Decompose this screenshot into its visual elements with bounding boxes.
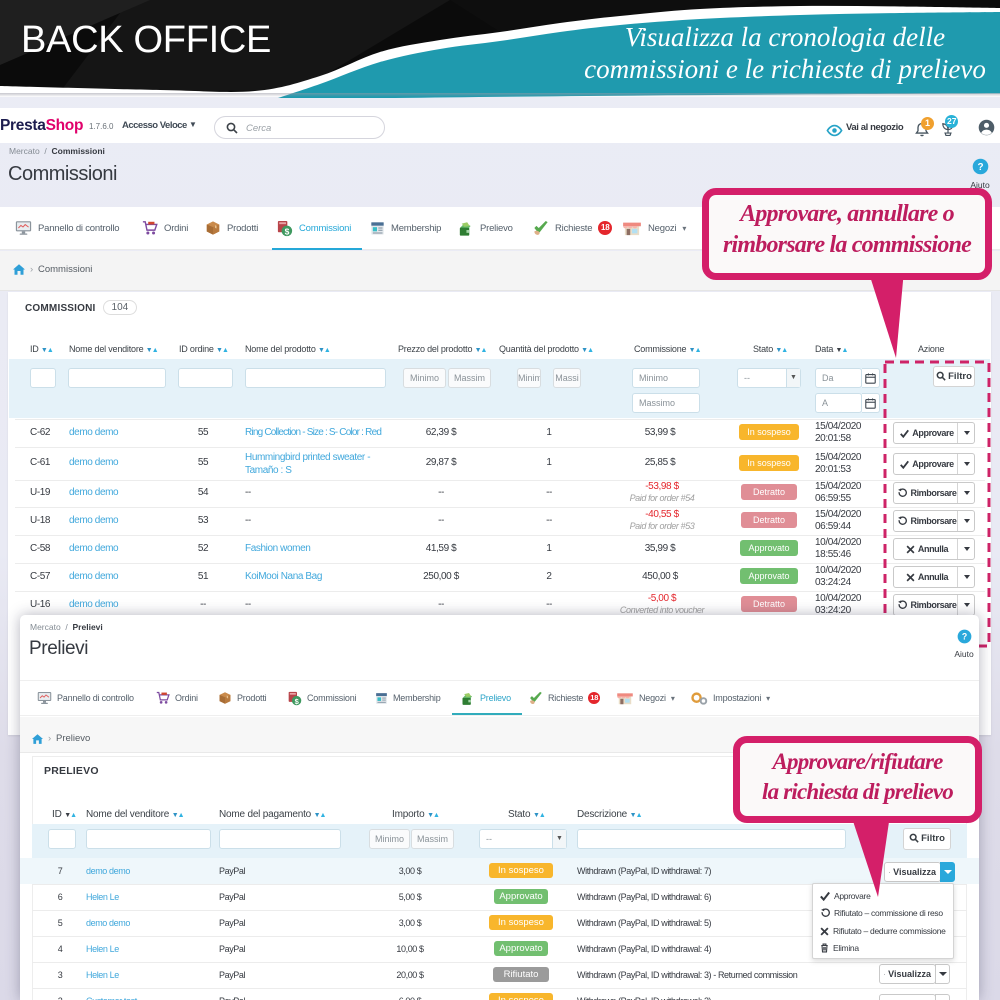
svg-text:?: ?	[977, 162, 983, 173]
svg-text:$: $	[285, 226, 290, 236]
svg-text:?: ?	[961, 632, 966, 642]
svg-text:$: $	[295, 696, 300, 705]
